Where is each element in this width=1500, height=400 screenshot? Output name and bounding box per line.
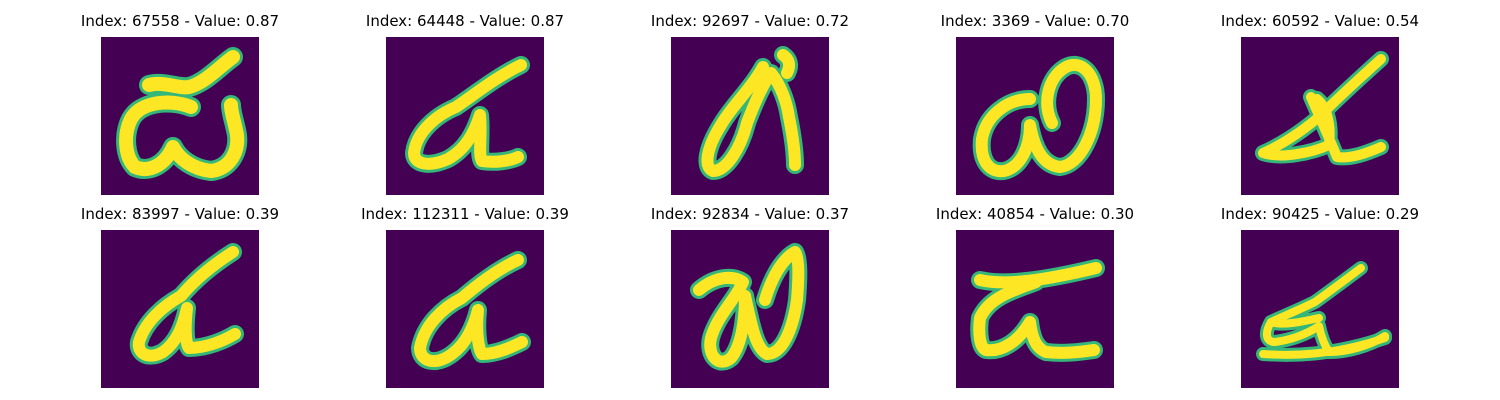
panel-title: Index: 64448 - Value: 0.87 — [365, 12, 565, 30]
panel-8: Index: 92834 - Value: 0.37 — [640, 205, 860, 388]
panel-2: Index: 64448 - Value: 0.87 — [355, 12, 575, 195]
glyph-image — [956, 37, 1114, 195]
panel-6: Index: 83997 - Value: 0.39 — [70, 205, 290, 388]
panel-title: Index: 92834 - Value: 0.37 — [650, 205, 850, 223]
panel-title: Index: 3369 - Value: 0.70 — [940, 12, 1130, 30]
glyph-image — [956, 230, 1114, 388]
panel-title: Index: 90425 - Value: 0.29 — [1220, 205, 1420, 223]
panel-10: Index: 90425 - Value: 0.29 — [1210, 205, 1430, 388]
panel-3: Index: 92697 - Value: 0.72 — [640, 12, 860, 195]
panel-title: Index: 83997 - Value: 0.39 — [80, 205, 280, 223]
glyph-image — [1241, 37, 1399, 195]
panel-4: Index: 3369 - Value: 0.70 — [925, 12, 1145, 195]
panel-title: Index: 112311 - Value: 0.39 — [361, 205, 569, 223]
panel-title: Index: 60592 - Value: 0.54 — [1220, 12, 1420, 30]
panel-title: Index: 92697 - Value: 0.72 — [650, 12, 850, 30]
glyph-image — [101, 230, 259, 388]
glyph-image — [671, 230, 829, 388]
panel-7: Index: 112311 - Value: 0.39 — [355, 205, 575, 388]
panel-1: Index: 67558 - Value: 0.87 — [70, 12, 290, 195]
glyph-image — [101, 37, 259, 195]
glyph-image — [1241, 230, 1399, 388]
glyph-image — [386, 230, 544, 388]
glyph-image — [386, 37, 544, 195]
panel-5: Index: 60592 - Value: 0.54 — [1210, 12, 1430, 195]
panel-title: Index: 40854 - Value: 0.30 — [935, 205, 1135, 223]
glyph-image — [671, 37, 829, 195]
panel-title: Index: 67558 - Value: 0.87 — [80, 12, 280, 30]
panel-9: Index: 40854 - Value: 0.30 — [925, 205, 1145, 388]
